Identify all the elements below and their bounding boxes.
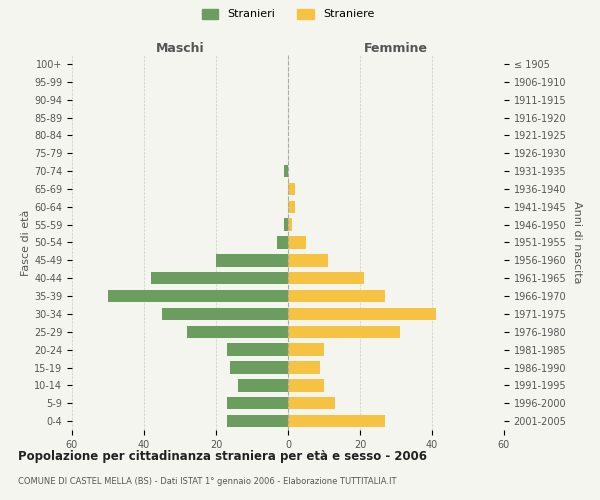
Bar xyxy=(108,290,288,302)
Bar xyxy=(288,379,324,392)
Text: Maschi: Maschi xyxy=(155,42,205,55)
Bar xyxy=(238,379,288,392)
Legend: Stranieri, Straniere: Stranieri, Straniere xyxy=(202,8,374,20)
Bar xyxy=(288,326,400,338)
Bar xyxy=(288,415,385,428)
Bar xyxy=(288,236,306,248)
Bar xyxy=(288,290,385,302)
Bar xyxy=(288,361,320,374)
Bar xyxy=(288,308,436,320)
Bar xyxy=(288,272,364,284)
Bar xyxy=(288,397,335,409)
Bar xyxy=(151,272,288,284)
Text: COMUNE DI CASTEL MELLA (BS) - Dati ISTAT 1° gennaio 2006 - Elaborazione TUTTITAL: COMUNE DI CASTEL MELLA (BS) - Dati ISTAT… xyxy=(18,478,397,486)
Bar xyxy=(284,165,288,177)
Bar xyxy=(216,254,288,266)
Bar xyxy=(288,182,295,195)
Bar xyxy=(187,326,288,338)
Text: Popolazione per cittadinanza straniera per età e sesso - 2006: Popolazione per cittadinanza straniera p… xyxy=(18,450,427,463)
Bar xyxy=(288,254,328,266)
Y-axis label: Fasce di età: Fasce di età xyxy=(21,210,31,276)
Bar xyxy=(230,361,288,374)
Bar xyxy=(227,397,288,409)
Bar xyxy=(162,308,288,320)
Bar xyxy=(277,236,288,248)
Bar xyxy=(288,218,292,231)
Bar xyxy=(288,344,324,356)
Text: Femmine: Femmine xyxy=(364,42,428,55)
Bar xyxy=(284,218,288,231)
Bar xyxy=(288,200,295,213)
Y-axis label: Anni di nascita: Anni di nascita xyxy=(572,201,582,284)
Bar xyxy=(227,344,288,356)
Bar xyxy=(227,415,288,428)
